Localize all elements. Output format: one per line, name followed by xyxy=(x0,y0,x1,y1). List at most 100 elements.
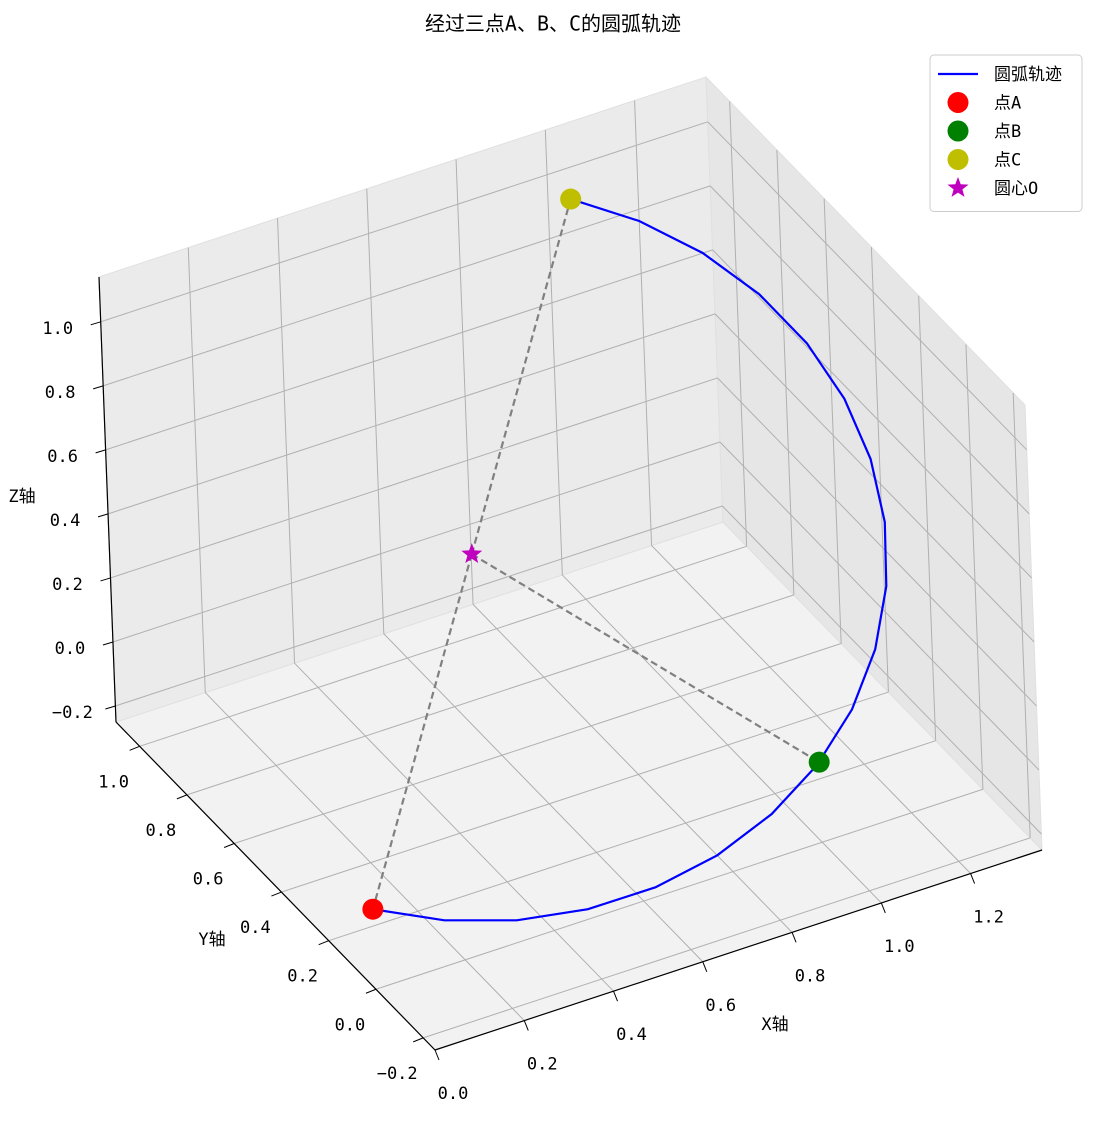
legend-box xyxy=(929,54,1083,212)
axes: 0.0 0.2 0.4 0.6 0.8 1.0 1.2 −0.2 0.0 0.2 0.4 0.6 0.8… xyxy=(42,276,1043,1104)
y-tick-label: −0.2 xyxy=(377,1064,418,1084)
grid-line xyxy=(651,545,971,874)
y-axis-label: Y轴 xyxy=(198,930,225,950)
tick-mark xyxy=(105,705,116,710)
grid-line xyxy=(186,594,795,796)
x-tick-label: 0.2 xyxy=(527,1055,558,1075)
tick-mark xyxy=(365,988,377,994)
pane-side xyxy=(705,75,1043,852)
tick-mark xyxy=(129,745,140,751)
guide-line xyxy=(470,198,572,555)
x-tick-label: 1.0 xyxy=(884,937,915,957)
legend-marker xyxy=(947,120,969,142)
tick-mark xyxy=(97,513,109,518)
grid-line xyxy=(918,295,937,741)
tick-mark xyxy=(523,1020,529,1031)
tick-mark xyxy=(318,940,329,946)
legend-label: 点C xyxy=(994,151,1021,171)
guide-line xyxy=(471,553,820,764)
grid-line xyxy=(561,574,882,904)
grid-line xyxy=(139,545,747,747)
tick-mark xyxy=(970,873,976,884)
z-tick-label: −0.2 xyxy=(52,703,93,723)
legend-label: 圆弧轨迹 xyxy=(994,65,1062,85)
grid-line xyxy=(719,441,1040,771)
y-tick-label: 0.4 xyxy=(240,918,271,938)
grid-line xyxy=(294,662,614,992)
x-axis-label: X轴 xyxy=(761,1015,788,1035)
grid-line xyxy=(634,100,653,546)
center-point xyxy=(461,543,483,563)
chart-title: 经过三点A、B、C的圆弧轨迹 xyxy=(425,12,681,36)
z-tick-label: 0.0 xyxy=(55,639,86,659)
legend-label: 点A xyxy=(994,94,1021,114)
tick-mark xyxy=(434,1049,440,1061)
y-tick-label: 0.6 xyxy=(193,869,224,889)
z-axis-label: Z轴 xyxy=(8,487,35,507)
x-axis-line xyxy=(434,849,1043,1051)
grid-line xyxy=(717,377,1037,707)
tick-mark xyxy=(100,577,111,582)
point xyxy=(362,898,384,920)
x-tick-label: 1.2 xyxy=(973,908,1004,928)
z-tick-label: 1.0 xyxy=(42,319,73,339)
tick-mark xyxy=(176,794,188,800)
tick-mark xyxy=(102,641,114,646)
tick-mark xyxy=(412,1037,424,1043)
x-tick-label: 0.6 xyxy=(705,996,736,1016)
point xyxy=(808,751,830,773)
grid-line xyxy=(870,247,889,693)
y-tick-label: 0.2 xyxy=(287,967,318,987)
z-tick-label: 0.8 xyxy=(45,383,76,403)
tick-mark xyxy=(90,321,101,326)
grid-line xyxy=(707,121,1028,451)
grid-line xyxy=(965,344,984,790)
grid-line xyxy=(107,313,716,515)
legend-marker xyxy=(947,92,969,113)
z-tick-label: 0.6 xyxy=(47,447,78,467)
legend-label: 点B xyxy=(994,122,1021,142)
grid-line xyxy=(712,249,1032,579)
legend-label: 圆心O xyxy=(994,179,1038,199)
y-axis-line xyxy=(115,721,436,1051)
x-tick-label: 0.8 xyxy=(795,966,826,986)
tick-mark xyxy=(93,385,104,390)
tick-mark xyxy=(223,843,235,848)
y-tick-label: 0.8 xyxy=(146,821,177,841)
point xyxy=(560,188,582,210)
tick-mark xyxy=(95,449,106,454)
marks xyxy=(362,188,888,922)
grid-line xyxy=(423,837,1031,1039)
x-tick-label: 0.4 xyxy=(616,1025,647,1045)
grid-line xyxy=(105,249,713,451)
grid-line xyxy=(100,121,708,323)
grid-line xyxy=(277,218,296,664)
arc-line xyxy=(372,198,888,922)
grid-line xyxy=(823,198,842,644)
grid-line xyxy=(472,604,793,933)
grid-line xyxy=(709,185,1030,515)
z-tick-label: 0.2 xyxy=(52,575,83,595)
y-tick-label: 1.0 xyxy=(98,772,129,792)
grid-line xyxy=(112,441,721,643)
grid-line xyxy=(383,633,704,963)
grid-line xyxy=(281,691,889,893)
x-tick-label: 0.0 xyxy=(438,1084,469,1104)
grid-line xyxy=(115,505,723,707)
grid-line xyxy=(776,149,795,595)
grid-line xyxy=(729,101,748,547)
grid-line xyxy=(110,377,718,579)
grid-line xyxy=(455,159,474,605)
guide-line xyxy=(371,553,473,910)
tick-mark xyxy=(702,961,708,972)
legend-marker xyxy=(947,177,969,197)
z-tick-label: 0.4 xyxy=(50,511,81,531)
grid-line xyxy=(544,129,563,575)
grid-line xyxy=(204,692,525,1021)
grid-line xyxy=(722,505,1042,835)
grid-line xyxy=(375,788,984,990)
tick-mark xyxy=(613,990,618,1002)
tick-mark xyxy=(791,932,797,943)
